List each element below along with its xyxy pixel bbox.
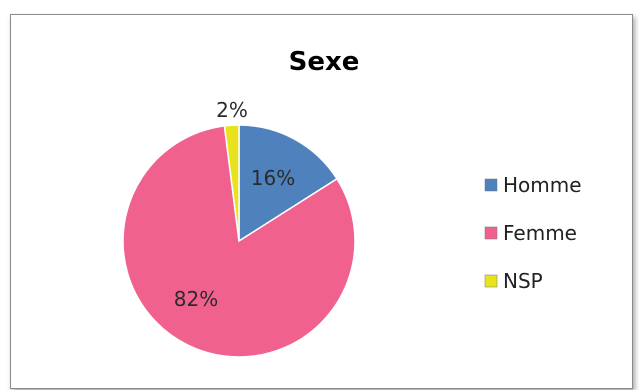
legend-swatch-homme — [484, 178, 498, 192]
pie-chart: Sexe 16% 82% 2% Homme Femme NSP — [122, 47, 582, 358]
data-label-homme: 16% — [251, 166, 295, 190]
legend-label-homme: Homme — [503, 173, 582, 197]
pie-slice-homme — [238, 124, 338, 243]
legend-swatch-femme — [484, 226, 498, 240]
pie-slice-femme — [122, 125, 356, 358]
chart-title: Sexe — [289, 47, 360, 77]
legend: Homme Femme NSP — [484, 173, 582, 293]
data-label-nsp: 2% — [216, 98, 248, 122]
pie-data-labels: 16% 82% 2% — [174, 98, 295, 311]
pie-slice-nsp — [223, 124, 240, 242]
legend-label-femme: Femme — [503, 221, 577, 245]
pie-slices — [122, 124, 356, 358]
chart-frame: Sexe 16% 82% 2% Homme Femme NSP — [10, 14, 633, 389]
data-label-femme: 82% — [174, 287, 218, 311]
legend-swatch-nsp — [484, 274, 498, 288]
legend-label-nsp: NSP — [503, 269, 543, 293]
